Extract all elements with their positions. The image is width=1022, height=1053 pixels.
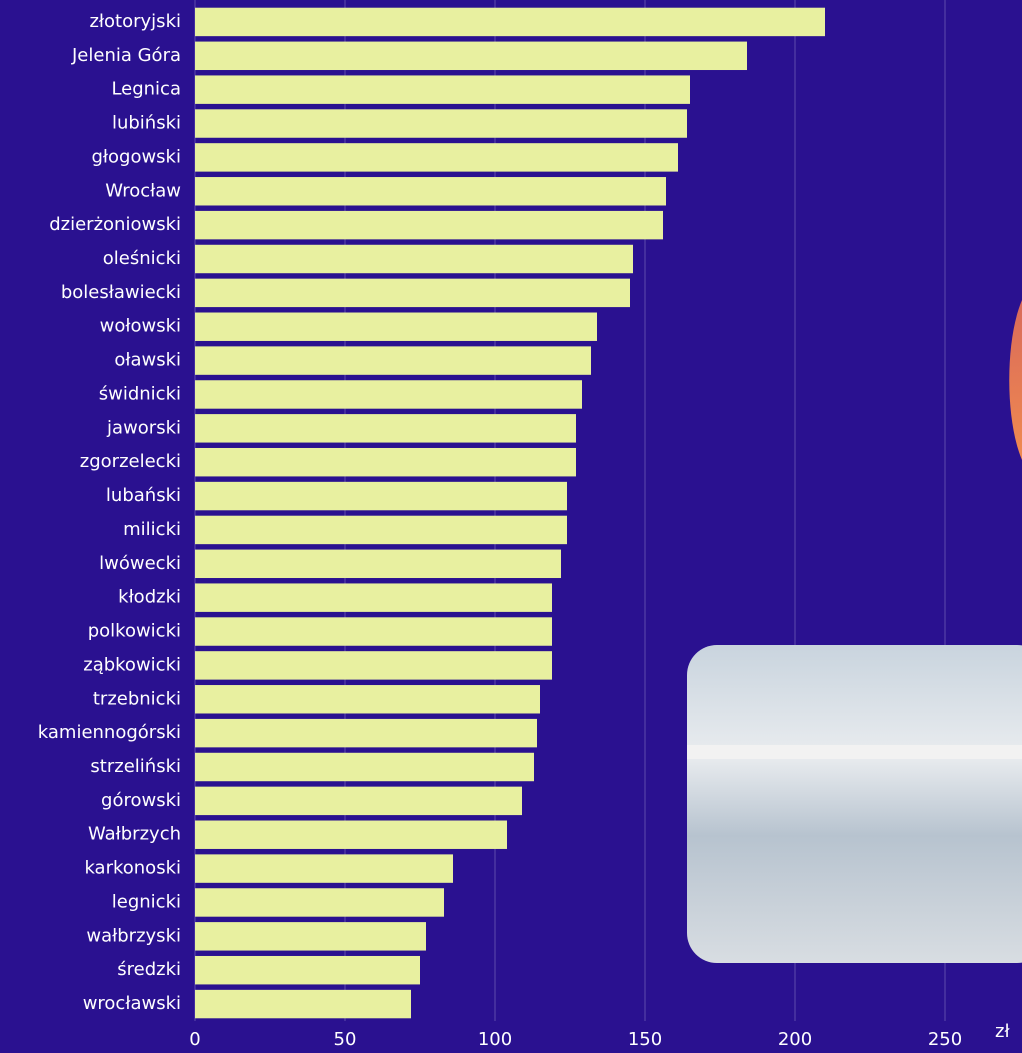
- bar: [195, 143, 678, 172]
- bar: [195, 718, 537, 748]
- bar: [195, 346, 591, 375]
- y-tick-label: lwówecki: [99, 553, 181, 574]
- photo: [687, 645, 1022, 963]
- bar: [195, 515, 567, 545]
- y-tick-label: oławski: [114, 350, 181, 371]
- y-tick-label: ząbkowicki: [83, 654, 181, 675]
- y-tick-label: górowski: [101, 790, 181, 811]
- y-tick-label: Legnica: [111, 79, 181, 100]
- bar: [195, 786, 522, 816]
- bar: [195, 685, 540, 714]
- y-tick-label: dzierżoniowski: [49, 214, 181, 235]
- y-tick-label: strzeliński: [90, 756, 181, 777]
- bar: [195, 447, 576, 477]
- y-tick-label: oleśnicki: [103, 248, 181, 269]
- y-tick-label: Wałbrzych: [88, 824, 181, 845]
- bar: [195, 854, 453, 883]
- bar: [195, 752, 534, 782]
- y-tick-label: kamiennogórski: [38, 722, 181, 743]
- x-tick-label: 150: [628, 1029, 662, 1050]
- y-tick-label: kłodzki: [118, 587, 181, 608]
- bar: [195, 414, 576, 443]
- bar: [195, 41, 747, 71]
- decoration: [1009, 300, 1022, 460]
- y-tick-label: złotoryjski: [89, 11, 181, 32]
- y-tick-label: lubiński: [112, 113, 181, 134]
- y-tick-label: Wrocław: [105, 180, 181, 201]
- bar: [195, 278, 630, 308]
- bar: [195, 109, 687, 138]
- x-tick-label: 250: [928, 1029, 962, 1050]
- y-tick-label: legnicki: [112, 891, 181, 912]
- y-tick-label: zgorzelecki: [80, 451, 181, 472]
- x-tick-label: 0: [189, 1029, 200, 1050]
- bar: [195, 244, 633, 274]
- x-tick-label: 100: [478, 1029, 512, 1050]
- bar: [195, 820, 507, 849]
- y-tick-label: Jelenia Góra: [71, 45, 181, 66]
- y-tick-label: jaworski: [106, 417, 181, 438]
- bar: [195, 75, 690, 104]
- bar: [195, 380, 582, 409]
- bar: [195, 583, 552, 612]
- x-axis-label: zł: [995, 1021, 1010, 1042]
- y-tick-label: trzebnicki: [93, 688, 181, 709]
- y-tick-label: wałbrzyski: [86, 925, 181, 946]
- x-tick-label: 50: [334, 1029, 357, 1050]
- bar: [195, 7, 825, 37]
- y-tick-label: głogowski: [91, 146, 181, 167]
- x-tick-label: 200: [778, 1029, 812, 1050]
- bar: [195, 955, 420, 985]
- y-tick-label: wołowski: [100, 316, 181, 337]
- bar: [195, 177, 666, 206]
- y-tick-label: świdnicki: [99, 383, 181, 404]
- y-tick-label: bolesławiecki: [61, 282, 181, 303]
- bar: [195, 989, 411, 1019]
- bar: [195, 312, 597, 341]
- bar: [195, 651, 552, 680]
- y-tick-label: milicki: [123, 519, 181, 540]
- y-tick-label: karkonoski: [84, 858, 181, 879]
- bar: [195, 210, 663, 240]
- bar: [195, 617, 552, 646]
- bar: [195, 549, 561, 579]
- y-tick-label: wrocławski: [83, 993, 181, 1014]
- y-tick-label: lubański: [106, 485, 181, 506]
- y-tick-label: średzki: [117, 959, 181, 980]
- bar: [195, 922, 426, 951]
- photo-shelf: [687, 745, 1022, 759]
- bar: [195, 481, 567, 511]
- y-tick-label: polkowicki: [88, 621, 181, 642]
- bar: [195, 888, 444, 917]
